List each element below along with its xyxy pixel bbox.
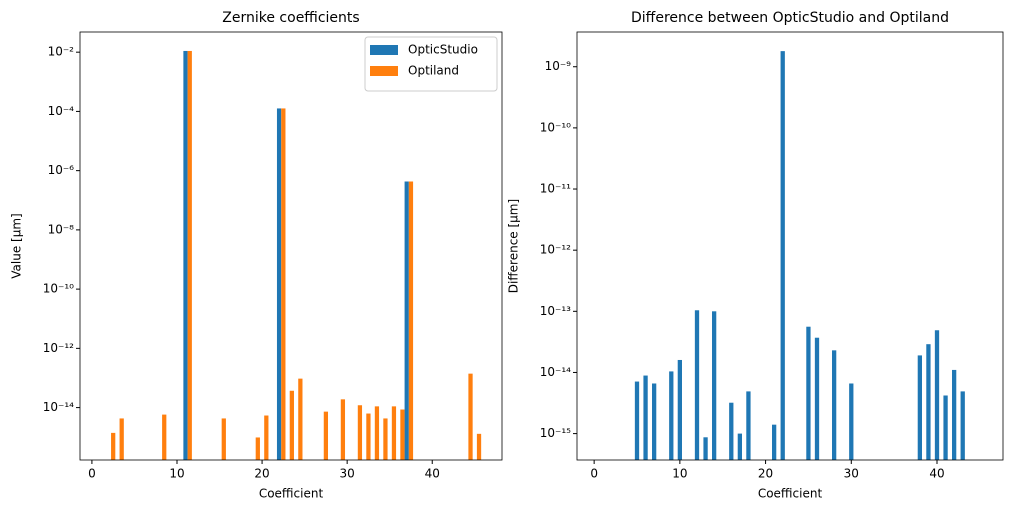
y-tick-label: 10⁻⁶ xyxy=(48,163,75,177)
bar xyxy=(780,51,785,460)
y-tick-label: 10⁻¹⁰ xyxy=(540,120,571,134)
x-tick-label: 0 xyxy=(88,467,96,481)
y-tick-label: 10⁻¹³ xyxy=(540,304,571,318)
legend-swatch xyxy=(370,45,398,55)
bar xyxy=(468,373,473,460)
x-tick-label: 40 xyxy=(425,467,440,481)
bar xyxy=(298,378,303,460)
chart-title: Zernike coefficients xyxy=(222,10,359,26)
bar xyxy=(476,433,482,460)
legend-label: OpticStudio xyxy=(408,43,478,57)
x-tick-label: 20 xyxy=(758,467,773,481)
bar xyxy=(281,108,286,461)
y-tick-label: 10⁻¹¹ xyxy=(540,182,571,196)
bar xyxy=(289,390,294,460)
bar xyxy=(652,383,657,460)
bar xyxy=(943,395,948,460)
bar xyxy=(703,437,708,460)
x-tick-label: 20 xyxy=(254,467,269,481)
chart-title: Difference between OpticStudio and Optil… xyxy=(631,10,949,26)
bar xyxy=(111,432,116,460)
bar xyxy=(221,418,226,460)
bar xyxy=(408,181,414,460)
x-axis-label: Coefficient xyxy=(259,487,324,501)
bar xyxy=(366,413,371,460)
x-axis-label: Coefficient xyxy=(758,487,823,501)
bar xyxy=(255,437,260,460)
bar xyxy=(383,418,388,460)
y-tick-label: 10⁻¹² xyxy=(43,341,74,355)
bar xyxy=(849,383,854,460)
bar xyxy=(323,411,329,460)
bar xyxy=(677,359,682,460)
bar xyxy=(729,402,734,460)
bar xyxy=(952,369,957,460)
y-axis-label: Value [µm] xyxy=(10,213,24,278)
bar xyxy=(264,415,269,460)
legend-swatch xyxy=(370,66,398,76)
axes-frame xyxy=(79,31,503,461)
bar xyxy=(806,326,811,460)
legend-label: Optiland xyxy=(408,64,459,78)
bar xyxy=(772,424,777,460)
bar xyxy=(276,108,282,461)
bar xyxy=(187,50,192,461)
y-tick-label: 10⁻¹⁵ xyxy=(540,426,571,440)
y-tick-label: 10⁻² xyxy=(48,45,75,59)
bar xyxy=(737,433,742,460)
bar xyxy=(643,375,648,460)
axes-frame xyxy=(576,31,1004,461)
y-axis-label: Difference [µm] xyxy=(507,199,521,293)
x-tick-label: 0 xyxy=(590,467,598,481)
bar xyxy=(183,50,188,461)
bar xyxy=(960,391,965,460)
bar xyxy=(391,406,397,460)
bar xyxy=(119,418,124,460)
bar xyxy=(404,181,409,460)
y-tick-label: 10⁻¹² xyxy=(540,243,571,257)
bar xyxy=(746,391,751,460)
x-tick-label: 30 xyxy=(844,467,859,481)
bar xyxy=(934,330,940,460)
x-tick-label: 40 xyxy=(929,467,944,481)
bar xyxy=(357,405,363,460)
bar xyxy=(634,381,640,460)
y-tick-label: 10⁻¹⁰ xyxy=(43,282,74,296)
y-tick-label: 10⁻¹⁴ xyxy=(540,365,571,379)
bar xyxy=(162,414,167,460)
x-tick-label: 30 xyxy=(340,467,355,481)
bar xyxy=(400,409,405,460)
x-tick-label: 10 xyxy=(672,467,687,481)
bar xyxy=(340,399,346,460)
x-tick-label: 10 xyxy=(169,467,184,481)
y-tick-label: 10⁻⁹ xyxy=(545,59,572,73)
y-tick-label: 10⁻⁴ xyxy=(48,104,75,118)
bar xyxy=(917,355,922,460)
y-tick-label: 10⁻¹⁴ xyxy=(43,400,74,414)
bar xyxy=(814,337,820,460)
bar xyxy=(669,371,674,460)
y-tick-label: 10⁻⁸ xyxy=(48,222,75,236)
bar xyxy=(694,310,700,460)
bar xyxy=(712,311,717,460)
bar xyxy=(926,344,931,460)
bar xyxy=(832,350,837,460)
bar xyxy=(374,406,380,460)
